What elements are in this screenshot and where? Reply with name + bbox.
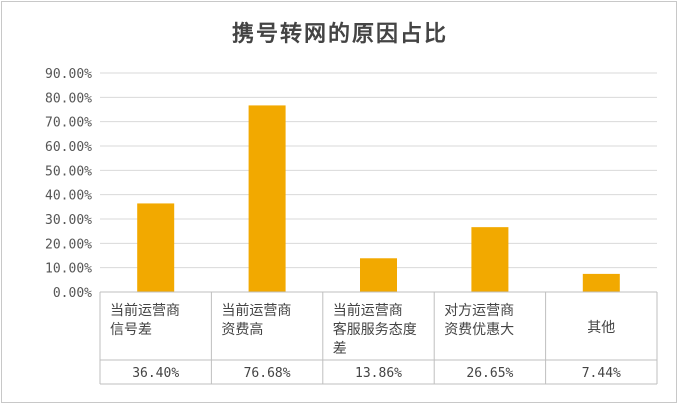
y-tick-label: 10.00% bbox=[45, 262, 92, 277]
y-tick-label: 80.00% bbox=[45, 91, 92, 106]
category-label: 其他 bbox=[587, 320, 615, 336]
category-label: 当前运营商 bbox=[110, 302, 180, 319]
y-tick-label: 50.00% bbox=[45, 164, 92, 179]
bar bbox=[360, 258, 397, 292]
data-label: 13.86% bbox=[355, 366, 402, 381]
data-label: 26.65% bbox=[466, 366, 513, 381]
category-label: 资费高 bbox=[221, 321, 263, 338]
data-label: 7.44% bbox=[582, 366, 621, 381]
bar bbox=[248, 105, 286, 292]
category-label: 客服服务态度 bbox=[333, 321, 417, 338]
data-label: 36.40% bbox=[132, 366, 179, 381]
data-label: 76.68% bbox=[244, 366, 291, 381]
y-tick-label: 40.00% bbox=[45, 189, 92, 204]
bar bbox=[137, 203, 175, 292]
y-tick-label: 90.00% bbox=[45, 67, 92, 82]
y-tick-label: 0.00% bbox=[53, 286, 92, 301]
category-label: 对方运营商 bbox=[444, 303, 514, 319]
y-tick-label: 70.00% bbox=[45, 116, 92, 131]
chart-title: 携号转网的原因占比 bbox=[231, 21, 448, 47]
category-label: 差 bbox=[333, 341, 347, 357]
y-tick-label: 60.00% bbox=[45, 140, 92, 155]
category-label: 当前运营商 bbox=[333, 302, 403, 319]
bar bbox=[471, 227, 509, 292]
category-label: 资费优惠大 bbox=[444, 322, 514, 338]
y-tick-label: 30.00% bbox=[45, 213, 92, 228]
bar bbox=[582, 273, 620, 292]
y-tick-label: 20.00% bbox=[45, 237, 92, 252]
category-label: 信号差 bbox=[110, 322, 152, 338]
category-label: 当前运营商 bbox=[221, 302, 291, 319]
